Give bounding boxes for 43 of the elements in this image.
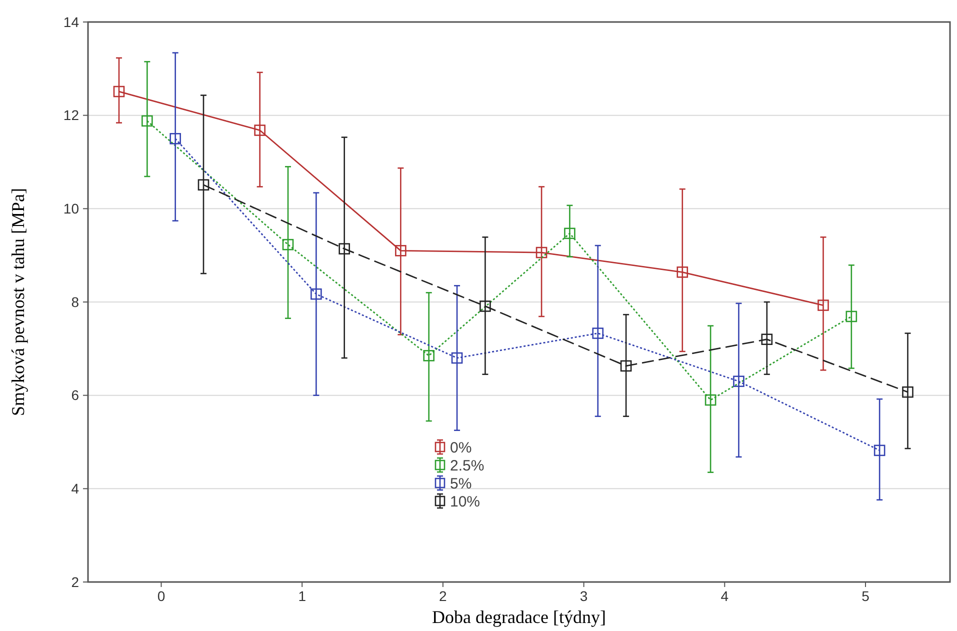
y-axis-title: Smyková pevnost v tahu [MPa] <box>8 188 28 416</box>
point <box>761 334 773 345</box>
x-axis-title: Doba degradace [týdny] <box>432 607 606 627</box>
x-tick-label: 5 <box>862 588 870 604</box>
point <box>170 133 181 144</box>
point <box>733 376 744 387</box>
point <box>451 352 463 364</box>
point <box>310 288 322 300</box>
point <box>564 228 576 240</box>
x-tick-label: 3 <box>580 588 588 604</box>
y-tick-label: 2 <box>71 574 80 590</box>
point <box>480 300 491 312</box>
x-tick-label: 2 <box>439 588 448 604</box>
y-tick-label: 8 <box>71 294 80 310</box>
x-tick-label: 0 <box>157 588 166 604</box>
y-tick-label: 6 <box>71 387 80 404</box>
point <box>536 246 548 258</box>
point <box>142 115 153 127</box>
x-tick-label: 1 <box>298 588 306 604</box>
point <box>113 86 125 98</box>
point <box>198 179 210 191</box>
point <box>902 386 914 398</box>
y-tick-label: 14 <box>63 14 80 30</box>
legend-label: 10% <box>450 493 480 510</box>
point <box>676 266 688 278</box>
point <box>592 328 604 339</box>
point <box>620 360 632 372</box>
legend-label: 0% <box>450 439 472 456</box>
legend-label: 5% <box>450 475 472 492</box>
point <box>846 310 858 322</box>
point <box>338 243 350 254</box>
point <box>254 124 266 136</box>
point <box>395 245 406 256</box>
y-tick-label: 10 <box>63 200 80 217</box>
point <box>874 444 886 456</box>
legend-label: 2.5% <box>450 457 484 474</box>
point <box>704 394 716 406</box>
y-tick-label: 12 <box>63 107 80 124</box>
point <box>282 238 294 250</box>
x-tick-label: 4 <box>720 588 729 604</box>
point <box>818 300 829 311</box>
y-tick-label: 4 <box>71 480 80 497</box>
point <box>423 350 435 362</box>
